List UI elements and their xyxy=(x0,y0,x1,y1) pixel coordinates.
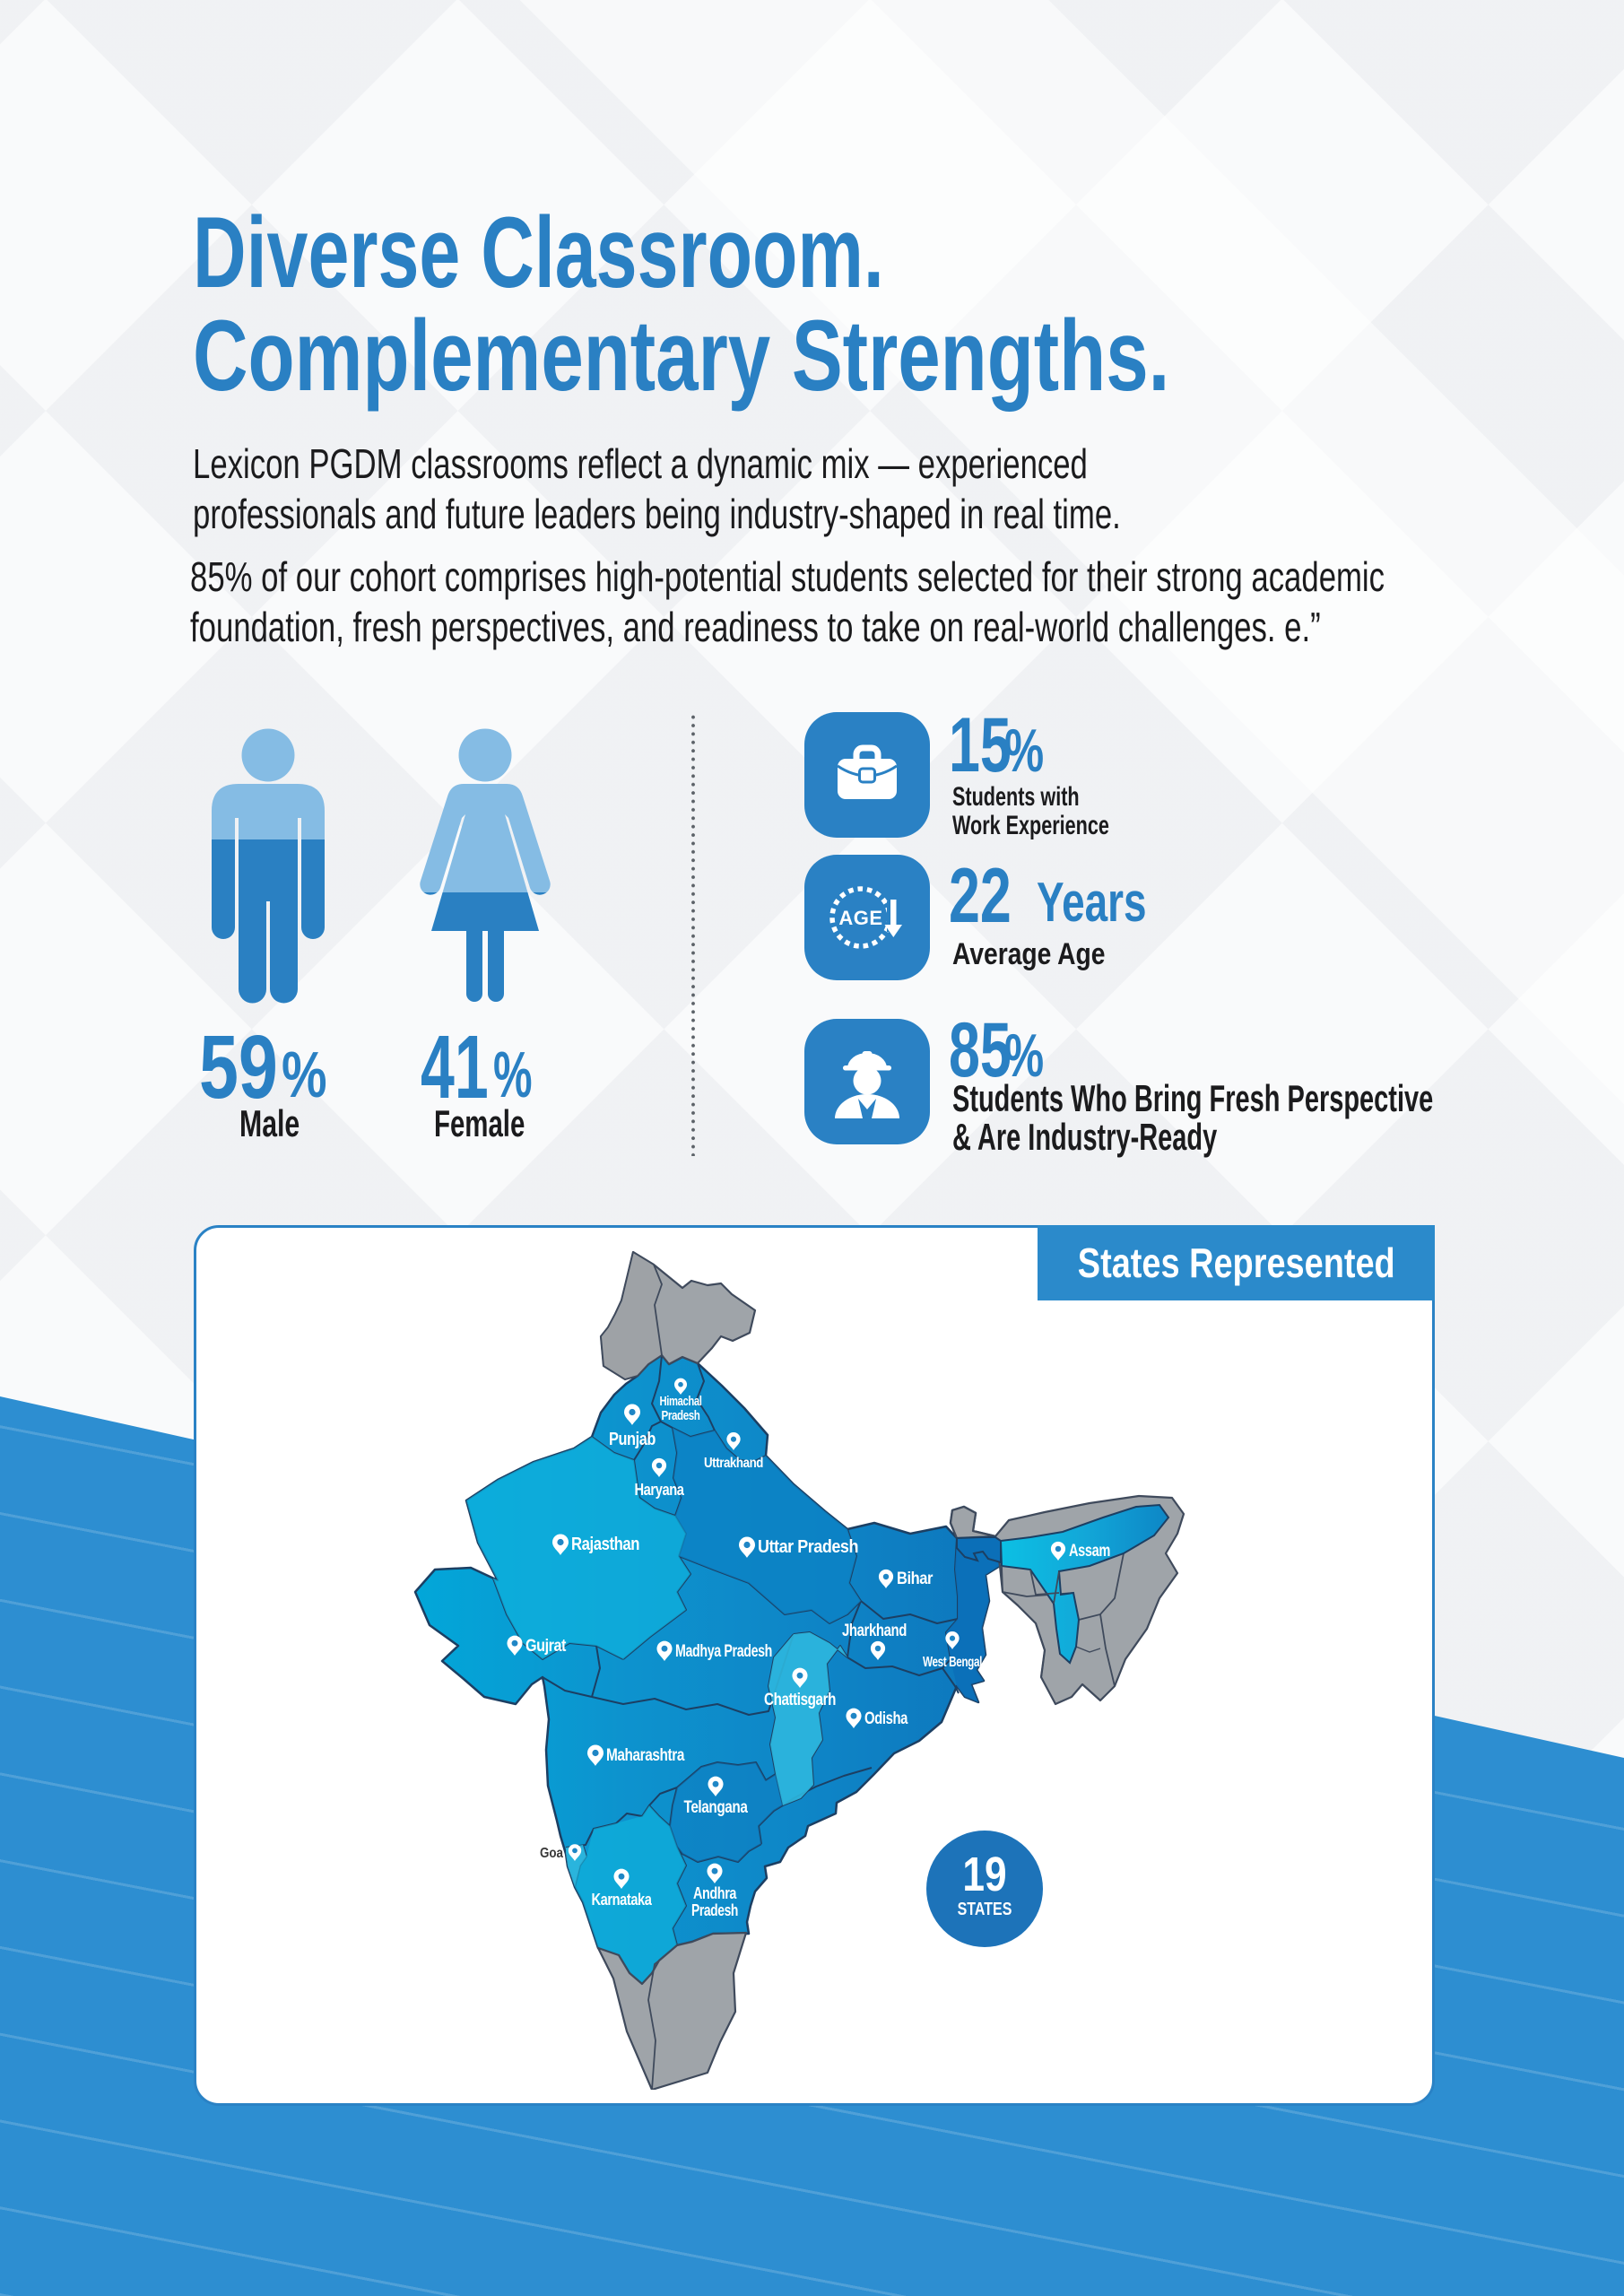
svg-text:West Bengal: West Bengal xyxy=(923,1655,982,1670)
svg-text:Maharashtra: Maharashtra xyxy=(606,1746,685,1765)
svg-text:Odisha: Odisha xyxy=(864,1709,908,1728)
svg-text:Himachal: Himachal xyxy=(660,1395,702,1409)
svg-text:Haryana: Haryana xyxy=(635,1481,685,1499)
svg-text:Andhra: Andhra xyxy=(693,1884,737,1902)
svg-text:Bihar: Bihar xyxy=(897,1570,934,1588)
svg-text:Gujrat: Gujrat xyxy=(525,1637,567,1656)
svg-text:Goa: Goa xyxy=(540,1846,563,1861)
svg-text:Jharkhand: Jharkhand xyxy=(842,1622,907,1640)
svg-text:Pradesh: Pradesh xyxy=(662,1409,700,1423)
svg-text:Karnataka: Karnataka xyxy=(592,1891,653,1909)
svg-text:Punjab: Punjab xyxy=(609,1430,656,1449)
svg-text:AGE: AGE xyxy=(838,907,882,929)
svg-text:Madhya Pradesh: Madhya Pradesh xyxy=(675,1642,772,1661)
svg-text:Pradesh: Pradesh xyxy=(691,1901,738,1919)
svg-text:Assam: Assam xyxy=(1069,1542,1110,1561)
svg-text:Telangana: Telangana xyxy=(684,1798,749,1817)
svg-text:Uttrakhand: Uttrakhand xyxy=(704,1456,763,1471)
svg-text:Chattisgarh: Chattisgarh xyxy=(764,1691,836,1709)
svg-text:Uttar Pradesh: Uttar Pradesh xyxy=(758,1537,858,1557)
svg-text:Rajasthan: Rajasthan xyxy=(571,1535,639,1554)
